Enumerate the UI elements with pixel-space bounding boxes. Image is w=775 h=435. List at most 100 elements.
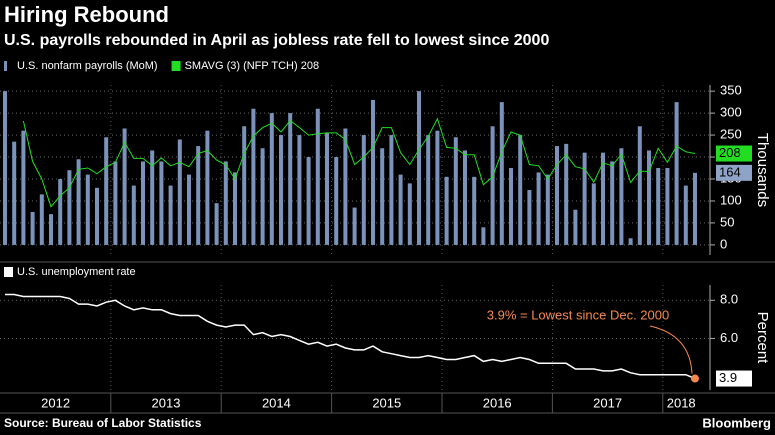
y-tick-label: 0 [720,236,727,251]
bar [58,179,63,245]
bar [656,168,661,245]
legend-label: U.S. nonfarm payrolls (MoM) [17,60,158,72]
legend-swatch [4,61,7,71]
bar [205,130,210,245]
bar [371,99,375,245]
bar [177,139,182,245]
bar [343,128,348,245]
y-axis-label: Percent [754,312,771,365]
bar [472,176,477,245]
bar [306,157,311,245]
bar [30,211,35,245]
bar [398,174,403,245]
bar [352,207,357,245]
legend-swatch [171,61,181,71]
x-tick-label: 2018 [667,395,696,410]
bar [279,135,283,245]
bar [104,137,109,245]
bar [95,187,99,245]
bar [674,102,679,245]
y-axis-label: Thousands [754,133,771,207]
source: Source: Bureau of Labor Statistics [4,416,202,430]
x-tick-label: 2014 [262,395,291,410]
bar [527,189,532,245]
bar [3,91,7,245]
x-tick-label: 2016 [483,395,512,410]
y-tick-label: 8.0 [720,292,738,307]
bar [12,141,17,245]
value-box [716,370,752,387]
bar [113,161,118,245]
annotation: 3.9% = Lowest since Dec. 2000 [487,307,669,322]
annotation-arrow [649,325,693,374]
bar [361,135,366,245]
x-tick-label: 2012 [41,395,70,410]
bar [214,203,219,245]
value-label: 208 [719,145,741,160]
bar [545,174,550,245]
bar [67,170,72,245]
bar [417,91,421,245]
bar [601,152,605,245]
bar [315,108,320,245]
y-tick-label: 300 [720,105,742,120]
bar [610,161,615,245]
y-tick-label: 250 [720,127,742,142]
bar [407,183,412,245]
line [5,293,696,380]
bar [518,135,523,245]
bar [141,161,145,245]
bar [591,183,596,245]
bar [49,214,53,245]
x-tick-label: 2017 [593,395,622,410]
chart-subtitle: U.S. payrolls rebounded in April as jobl… [4,32,549,49]
bar [693,172,697,245]
bar [85,174,90,245]
bar [21,130,26,245]
legend-swatch [4,267,13,277]
line [22,117,696,208]
bar [325,132,329,245]
bar [509,168,513,245]
bar [555,146,559,245]
bar [536,172,541,245]
bar [269,113,274,245]
value-box [716,164,752,181]
bar [233,172,237,245]
bar [223,161,228,245]
bar [582,152,587,245]
bar [168,185,173,245]
bar [463,150,467,245]
bar [683,185,688,245]
bar [297,135,302,245]
bar [444,176,449,245]
y-tick-label: 350 [720,83,742,98]
bar [76,159,81,245]
bar [187,174,191,245]
y-tick-label: 50 [720,214,734,229]
bar [122,128,127,245]
bar [131,185,136,245]
bar [380,148,385,245]
value-label: 3.9 [719,370,737,385]
bar [426,135,431,245]
bar [150,150,155,245]
bar [564,143,569,245]
highlight-point [691,374,699,383]
bar [619,148,624,245]
bar [435,130,440,245]
bar [453,137,458,245]
legend-label: U.S. unemployment rate [17,266,136,278]
bar [628,238,633,245]
bar [665,168,670,245]
bar [260,148,265,245]
bar [481,227,486,245]
legend-label: SMAVG (3) (NFP TCH) 208 [185,60,319,72]
bar [389,135,394,245]
bar [334,157,339,245]
bar [251,108,256,245]
value-box [716,145,752,162]
bar [196,146,201,245]
